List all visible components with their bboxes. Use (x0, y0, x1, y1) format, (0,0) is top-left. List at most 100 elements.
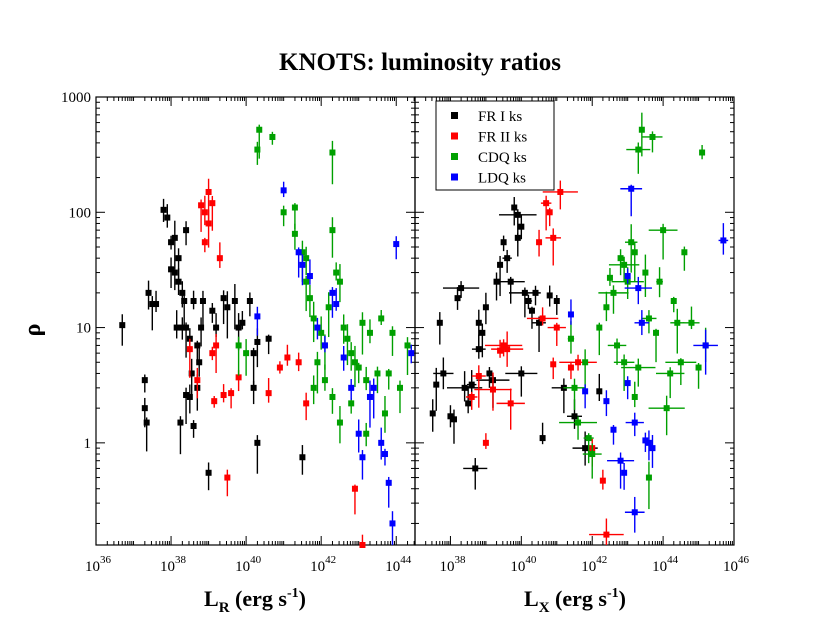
data-point (649, 435, 656, 468)
data-point (620, 184, 643, 217)
data-point (160, 198, 167, 222)
data-point (181, 294, 188, 328)
data-point (201, 237, 208, 253)
data-point (699, 145, 706, 160)
data-point (153, 290, 160, 313)
data-point (653, 328, 660, 363)
series-ldq-ks (254, 181, 415, 545)
data-point (496, 276, 525, 304)
x-tick-label: 1042 (310, 554, 336, 575)
data-point (463, 458, 488, 490)
data-point (209, 346, 216, 361)
data-point (625, 412, 644, 437)
data-point (621, 358, 656, 387)
data-point (718, 223, 729, 255)
data-point (149, 296, 156, 331)
data-point (553, 295, 560, 315)
data-point (546, 207, 553, 227)
data-point (265, 334, 272, 355)
data-point (143, 417, 150, 452)
data-point (295, 247, 302, 278)
data-point (471, 365, 486, 408)
data-point (359, 450, 366, 480)
data-point (546, 285, 553, 307)
data-point (366, 380, 373, 428)
data-point (496, 388, 525, 430)
data-point (408, 344, 415, 364)
data-point (351, 345, 358, 388)
data-point (280, 205, 287, 227)
data-point (681, 246, 688, 271)
data-point (693, 329, 718, 375)
data-point (254, 141, 261, 165)
data-point (465, 391, 478, 410)
data-point (491, 331, 524, 367)
series-fr-i-ks (119, 198, 306, 491)
data-point (641, 310, 657, 334)
data-point (168, 235, 175, 250)
plot-frame (414, 96, 735, 546)
data-point (634, 310, 650, 336)
data-point (475, 309, 482, 349)
data-point (171, 266, 178, 291)
data-point (168, 257, 175, 289)
data-point (484, 339, 523, 357)
data-point (582, 443, 602, 479)
data-point (603, 291, 610, 322)
data-point (329, 140, 336, 185)
data-point (198, 199, 205, 232)
data-point (348, 379, 355, 400)
x-axis-label-text: LR (erg s-1) (204, 586, 306, 616)
data-point (164, 204, 171, 228)
x-tick-label: 1036 (85, 554, 112, 575)
data-point (213, 333, 220, 374)
data-point (201, 195, 208, 226)
data-point (385, 476, 392, 508)
data-point (348, 342, 355, 371)
data-point (447, 405, 454, 428)
data-point (194, 367, 201, 399)
x-tick-label: 1038 (439, 554, 466, 575)
data-point (209, 303, 216, 323)
data-point (645, 461, 652, 510)
data-point (321, 364, 328, 391)
data-point (482, 292, 489, 325)
data-point (433, 357, 454, 390)
data-point (310, 301, 317, 343)
data-point (340, 314, 347, 344)
data-point (213, 313, 220, 337)
data-point (642, 432, 649, 452)
data-point (359, 534, 366, 548)
data-point (624, 276, 652, 305)
data-point (359, 312, 366, 355)
data-point (333, 288, 340, 311)
data-point (378, 427, 385, 460)
data-point (539, 422, 546, 445)
data-point (645, 430, 652, 461)
data-point (582, 384, 589, 409)
series-cdq-ks (235, 124, 411, 447)
data-point (228, 388, 235, 409)
data-point (493, 272, 500, 301)
data-point (183, 387, 190, 424)
data-point (613, 354, 635, 391)
data-point (624, 496, 645, 533)
data-point (254, 306, 261, 336)
data-point (393, 236, 400, 260)
data-point (547, 322, 566, 346)
data-point (363, 422, 370, 447)
data-point (303, 276, 310, 312)
data-point (231, 284, 238, 330)
data-point (188, 358, 195, 397)
data-point (363, 366, 370, 391)
x-tick-label: 1040 (235, 554, 262, 575)
data-point (465, 385, 472, 414)
legend-label: LDQ ks (478, 171, 526, 187)
data-point (648, 223, 678, 260)
data-point (250, 347, 257, 385)
data-point (190, 290, 197, 310)
data-point (291, 223, 298, 250)
data-point (631, 241, 638, 282)
data-point (479, 323, 486, 358)
data-point (482, 433, 489, 449)
